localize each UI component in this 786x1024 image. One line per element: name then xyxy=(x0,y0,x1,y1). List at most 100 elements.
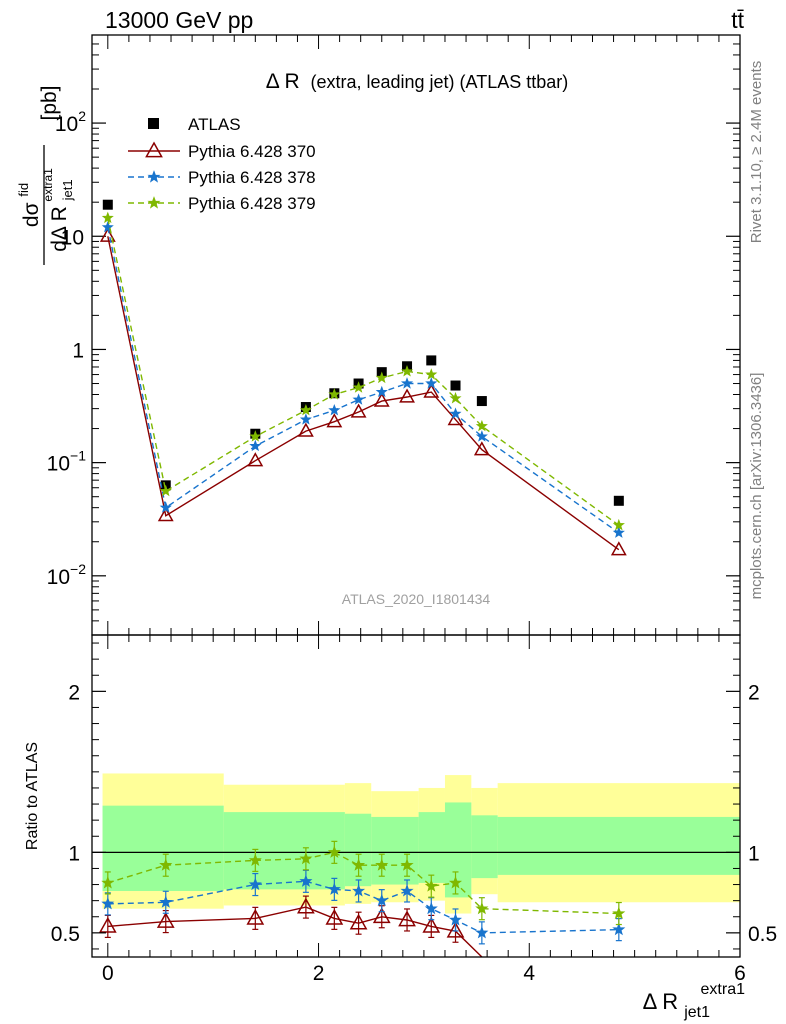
collision-energy-label: 13000 GeV pp xyxy=(105,7,253,33)
mc-370-ratio-point xyxy=(372,907,391,924)
legend: ATLAS Pythia 6.428 370 Pythia 6.428 378 Pyt… xyxy=(128,115,316,213)
mc-370-point xyxy=(373,392,390,407)
mc-379-point xyxy=(328,388,341,400)
ratio-band-inner xyxy=(223,812,345,890)
legend-mc-378-marker xyxy=(147,170,161,183)
mc-379-ratio-point xyxy=(101,876,115,889)
mc-370-ratio-point xyxy=(297,897,315,914)
ylabel-denominator: dΔ R xyxy=(48,206,71,252)
mc-370-point xyxy=(399,388,415,403)
mc-378-ratio-point xyxy=(248,877,262,891)
legend-mc-379-marker xyxy=(147,196,161,209)
ylabel-numerator-sup: fid xyxy=(16,183,31,197)
ylabel-unit: [pb] xyxy=(38,85,61,120)
atlas-data-point xyxy=(426,355,437,366)
mc-378-point xyxy=(101,220,114,233)
plot-title-main: Δ R xyxy=(266,70,300,93)
ratio-band-inner xyxy=(497,816,740,875)
mc-370-point xyxy=(297,422,314,437)
mc-379-ratio-point xyxy=(475,901,489,915)
mc-378-ratio-point xyxy=(299,874,313,887)
main-y-tick-label: 10−1 xyxy=(47,448,87,476)
mc-378-point xyxy=(375,385,388,398)
atlas-data-point xyxy=(476,396,487,407)
mc-379-point xyxy=(612,518,625,531)
rivet-version-label: Rivet 3.1.10, ≥ 2.4M events xyxy=(748,61,765,244)
legend-mc-370-marker xyxy=(145,141,163,158)
mc-379-point xyxy=(249,430,262,442)
mc-378-point xyxy=(475,430,488,442)
mc-378-point xyxy=(449,407,462,420)
mc-378-point xyxy=(249,439,262,452)
mc-379-point xyxy=(101,211,114,224)
mc-370-point xyxy=(157,507,174,522)
plot-title: Δ R (extra, leading jet) (ATLAS ttbar) xyxy=(266,70,568,93)
svg-text:dσ fid: dσ fid xyxy=(16,183,43,227)
mc-370-point xyxy=(326,413,343,428)
x-tick-label: 0 xyxy=(102,962,114,985)
ratio-y-tick-label: 0.5 xyxy=(51,923,80,946)
mc-379-point xyxy=(400,365,414,377)
mc-378-point xyxy=(612,526,625,538)
mc-370-ratio-point xyxy=(349,913,368,930)
x-axis-label: Δ R jet1 xyxy=(643,989,711,1021)
ratio-y-tick-label: 2 xyxy=(68,681,80,704)
ylabel-numerator: dσ xyxy=(20,202,43,227)
mc-370-point xyxy=(473,441,490,456)
mc-378-ratio-point xyxy=(352,884,366,897)
ratio-band-inner xyxy=(418,812,445,883)
svg-text:dΔ R jet1 extra1: dΔ R jet1 extra1 xyxy=(41,168,77,252)
atlas-data-point xyxy=(450,380,461,391)
mc-370-ratio-point xyxy=(446,921,465,938)
x-tick-label: 2 xyxy=(313,962,325,985)
ratio-axis-ticks: 0.5 0.5 1 1 2 2 0 2 4 6 xyxy=(51,635,777,985)
atlas-data-point xyxy=(613,495,624,506)
mc-379-line xyxy=(107,217,620,526)
ratio-series-layer xyxy=(98,840,626,958)
mc-370-point xyxy=(247,452,264,467)
mc-370-point xyxy=(610,541,627,556)
main-axis-ticks: 10−2 10−1 1 10 102 xyxy=(47,35,741,635)
mc-370-ratio-point xyxy=(398,910,416,927)
ratio-band-inner xyxy=(371,816,419,885)
mc-378-ratio-line xyxy=(107,880,619,934)
mc-379-ratio-point xyxy=(299,851,313,865)
mc-378-ratio-point xyxy=(612,922,626,936)
mc-378-ratio-point xyxy=(475,926,489,939)
mc-378-ratio-point xyxy=(159,895,173,908)
mc-379-point xyxy=(425,368,438,380)
mc-379-ratio-point xyxy=(448,876,463,889)
mc-378-ratio-point xyxy=(448,913,463,926)
xlabel-sub: jet1 xyxy=(683,1004,710,1021)
main-panel: 10−2 10−1 1 10 102 xyxy=(47,34,741,636)
mc-379-ratio-point xyxy=(400,858,414,871)
mc-370-point xyxy=(423,383,440,398)
main-y-tick-label: 1 xyxy=(72,339,84,362)
legend-label: Pythia 6.428 379 xyxy=(188,194,316,213)
x-tick-label: 4 xyxy=(523,962,535,985)
legend-atlas-marker xyxy=(148,118,159,129)
main-series-layer xyxy=(99,199,627,556)
ylabel-denominator-sub: jet1 xyxy=(60,179,75,201)
ratio-y-axis-label: Ratio to ATLAS xyxy=(24,742,41,850)
xlabel-sup: extra1 xyxy=(701,981,746,998)
mc-378-point xyxy=(299,413,312,425)
main-y-tick-label: 102 xyxy=(55,108,86,136)
mc-378-line xyxy=(107,227,620,534)
ratio-panel-frame xyxy=(91,634,741,958)
ratio-y-tick-label: 1 xyxy=(68,842,80,865)
ratio-panel: 0.5 0.5 1 1 2 2 0 2 4 6 xyxy=(51,634,777,985)
x-tick-label: 6 xyxy=(734,962,746,985)
mc-378-point xyxy=(400,377,414,389)
legend-label: ATLAS xyxy=(188,115,241,134)
mc-378-ratio-point xyxy=(400,884,414,897)
legend-label: Pythia 6.428 378 xyxy=(188,168,316,187)
mc-379-point xyxy=(449,391,462,404)
ylabel-denominator-sup: extra1 xyxy=(41,168,55,202)
main-y-tick-label: 10−2 xyxy=(47,561,87,589)
mc-370-ratio-point xyxy=(156,912,175,928)
process-label: tt̄ xyxy=(731,7,744,33)
mc-370-ratio-point xyxy=(325,908,344,925)
mc-379-ratio-point xyxy=(612,906,626,920)
mc-379-point xyxy=(475,419,488,432)
